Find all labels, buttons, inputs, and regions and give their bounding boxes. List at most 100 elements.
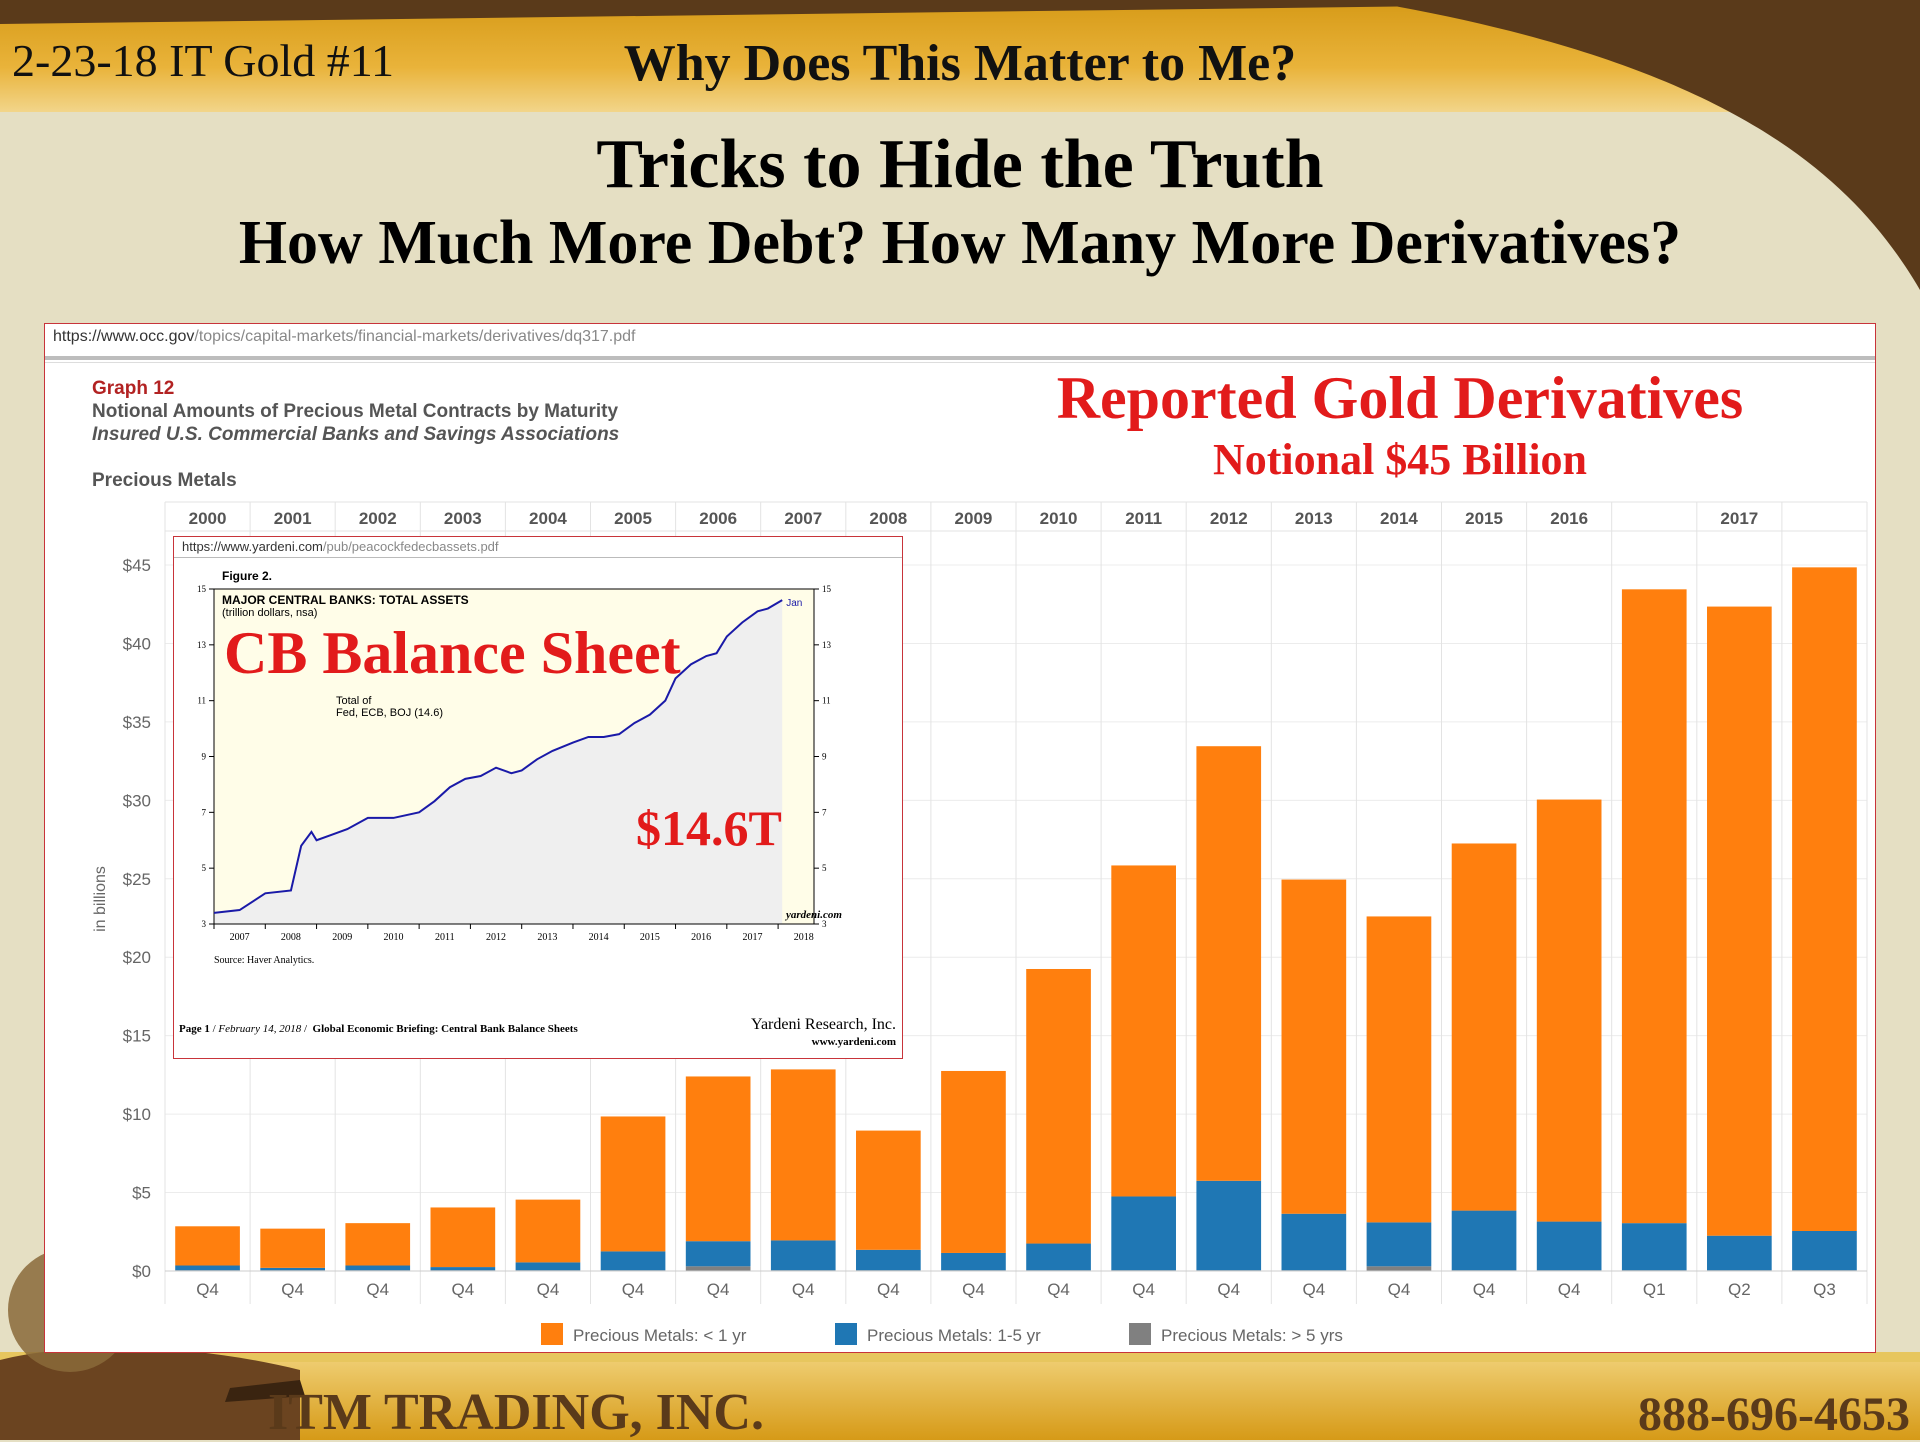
bar-1to5yr bbox=[175, 1265, 240, 1271]
url-separator-thin bbox=[45, 362, 1875, 363]
bar-gt5yr bbox=[685, 1266, 751, 1271]
bar-lt1yr bbox=[1026, 968, 1091, 1244]
bar-1to5yr bbox=[345, 1265, 411, 1271]
bar-1to5yr bbox=[430, 1267, 496, 1271]
central-bank-line-chart: Jan 3 3 5 5 7 7 9 9 11 11 13 13 15 15 2007 2008 2009 2010 2… bbox=[197, 584, 832, 943]
year-label: 2000 bbox=[189, 509, 227, 528]
y-tick-label: $35 bbox=[123, 713, 151, 732]
y-tick-label: $0 bbox=[132, 1262, 151, 1281]
inset-end-label: Jan bbox=[786, 598, 802, 609]
inset-overlay-value: $14.6T bbox=[636, 800, 782, 856]
derivatives-bar-chart: $0 $5 $10 $15 $20 $25 $30 $35 $40 $45 in billions 2… bbox=[92, 501, 1868, 1345]
bar-1to5yr bbox=[685, 1241, 751, 1267]
x-tick-label: Q4 bbox=[196, 1280, 219, 1299]
bar-1to5yr bbox=[1536, 1221, 1602, 1271]
bar-lt1yr bbox=[345, 1223, 411, 1266]
x-tick-label: Q4 bbox=[1047, 1280, 1070, 1299]
bar-lt1yr bbox=[1366, 916, 1432, 1223]
inset-y-tick-label: 5 bbox=[822, 863, 827, 873]
source-url[interactable]: https://www.occ.gov/topics/capital-marke… bbox=[53, 328, 635, 346]
bar-1to5yr bbox=[770, 1240, 836, 1271]
inset-x-tick-label: 2014 bbox=[589, 932, 609, 943]
inset-chart-title: MAJOR CENTRAL BANKS: TOTAL ASSETS bbox=[222, 593, 469, 607]
url-separator bbox=[45, 356, 1875, 360]
legend-label: Precious Metals: > 5 yrs bbox=[1161, 1326, 1343, 1345]
inset-y-tick-label: 3 bbox=[202, 919, 207, 929]
inset-x-tick-label: 2013 bbox=[537, 932, 557, 943]
inset-x-tick-label: 2018 bbox=[794, 932, 814, 943]
bar-gt5yr bbox=[1366, 1266, 1432, 1271]
bar-lt1yr bbox=[770, 1069, 836, 1241]
inset-y-tick-label: 15 bbox=[197, 584, 207, 594]
inset-footer-web[interactable]: www.yardeni.com bbox=[811, 1036, 896, 1048]
bar-lt1yr bbox=[1792, 567, 1857, 1231]
bar-1to5yr bbox=[600, 1251, 666, 1271]
inset-footer-date: February 14, 2018 bbox=[218, 1023, 302, 1035]
bar-1to5yr bbox=[1792, 1230, 1857, 1271]
source-url-domain: https://www.occ.gov bbox=[53, 328, 195, 345]
x-tick-label: Q4 bbox=[962, 1280, 985, 1299]
bar-1to5yr bbox=[1281, 1213, 1347, 1271]
y-axis-label: in billions bbox=[92, 866, 109, 932]
inset-series-label: Total of Fed, ECB, BOJ (14.6) bbox=[336, 695, 443, 719]
inset-footer-company: Yardeni Research, Inc. bbox=[751, 1016, 896, 1033]
legend-swatch bbox=[541, 1323, 563, 1345]
bar-lt1yr bbox=[600, 1116, 666, 1252]
bar-1to5yr bbox=[260, 1267, 325, 1271]
annotation-subtitle: Notional $45 Billion bbox=[1212, 435, 1588, 484]
inset-x-tick-label: 2016 bbox=[691, 932, 711, 943]
y-tick-label: $15 bbox=[123, 1027, 151, 1046]
inset-screenshot: https://www.yardeni.com/pub/peacockfedec… bbox=[173, 536, 903, 1059]
inset-url[interactable]: https://www.yardeni.com/pub/peacockfedec… bbox=[182, 539, 499, 554]
x-tick-label: Q4 bbox=[366, 1280, 389, 1299]
inset-y-tick-label: 13 bbox=[197, 640, 207, 650]
inset-x-tick-label: 2011 bbox=[435, 932, 455, 943]
inset-url-separator bbox=[174, 557, 902, 558]
bar-1to5yr bbox=[515, 1262, 581, 1271]
inset-series-line bbox=[213, 599, 783, 914]
inset-x-tick-label: 2009 bbox=[332, 932, 352, 943]
year-label: 2013 bbox=[1295, 509, 1333, 528]
x-tick-label: Q3 bbox=[1813, 1280, 1836, 1299]
x-tick-label: Q1 bbox=[1643, 1280, 1666, 1299]
inset-brand: yardeni.com bbox=[786, 909, 842, 921]
graph-label: Graph 12 bbox=[92, 378, 175, 399]
inset-x-tick-label: 2010 bbox=[383, 932, 403, 943]
year-label: 2015 bbox=[1465, 509, 1503, 528]
bar-1to5yr bbox=[856, 1249, 921, 1271]
inset-footer-title: Global Economic Briefing: Central Bank B… bbox=[312, 1023, 578, 1035]
inset-y-tick-label: 13 bbox=[822, 640, 832, 650]
bar-lt1yr bbox=[1111, 865, 1176, 1197]
inset-series-label-line1: Total of bbox=[336, 695, 372, 707]
year-label: 2017 bbox=[1720, 509, 1758, 528]
bar-lt1yr bbox=[260, 1228, 325, 1268]
year-label: 2003 bbox=[444, 509, 482, 528]
bar-1to5yr bbox=[1707, 1235, 1772, 1271]
year-label: 2011 bbox=[1125, 509, 1162, 528]
inset-y-tick-label: 3 bbox=[822, 919, 827, 929]
y-tick-label: $5 bbox=[132, 1184, 151, 1203]
inset-y-tick-label: 5 bbox=[202, 863, 207, 873]
inset-footer-page: Page 1 bbox=[179, 1023, 210, 1035]
inset-footer: Page 1 / February 14, 2018 / Global Econ… bbox=[179, 1023, 578, 1035]
year-label: 2005 bbox=[614, 509, 652, 528]
inset-x-tick-label: 2017 bbox=[742, 932, 762, 943]
x-tick-label: Q4 bbox=[1132, 1280, 1155, 1299]
inset-x-tick-label: 2007 bbox=[230, 932, 250, 943]
graph-title: Notional Amounts of Precious Metal Contr… bbox=[92, 401, 619, 422]
x-tick-label: Q4 bbox=[537, 1280, 560, 1299]
year-label: 2002 bbox=[359, 509, 397, 528]
inset-url-path: /pub/peacockfedecbassets.pdf bbox=[322, 539, 499, 554]
year-label: 2001 bbox=[274, 509, 312, 528]
x-tick-label: Q4 bbox=[1303, 1280, 1326, 1299]
bar-1to5yr bbox=[941, 1252, 1006, 1271]
year-label: 2009 bbox=[955, 509, 993, 528]
bar-lt1yr bbox=[856, 1130, 921, 1250]
x-tick-label: Q4 bbox=[1558, 1280, 1581, 1299]
x-tick-label: Q4 bbox=[281, 1280, 304, 1299]
year-label: 2016 bbox=[1550, 509, 1588, 528]
inset-y-tick-label: 9 bbox=[202, 752, 207, 762]
bar-lt1yr bbox=[1536, 799, 1602, 1222]
footer-phone[interactable]: 888-696-4653 bbox=[1638, 1388, 1910, 1441]
annotation-title: Reported Gold Derivatives bbox=[1056, 365, 1744, 431]
